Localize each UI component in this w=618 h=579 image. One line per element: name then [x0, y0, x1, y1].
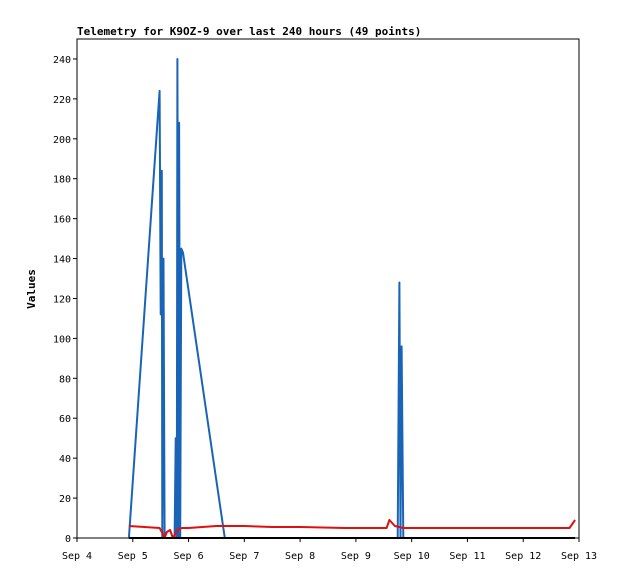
x-tick-label: Sep 7: [229, 551, 259, 562]
data-series: [127, 58, 576, 539]
plot-frame: [76, 38, 580, 539]
y-tick-label: 80: [59, 374, 71, 385]
x-tick-label: Sep 5: [118, 551, 148, 562]
y-tick-label: 200: [53, 135, 71, 146]
y-tick-label: 40: [59, 454, 71, 465]
x-tick-label: Sep 4: [62, 551, 92, 562]
y-tick-label: 140: [53, 255, 71, 266]
y-tick-label: 220: [53, 95, 71, 106]
x-tick-label: Sep 13: [561, 551, 597, 562]
series-line-2: [128, 519, 576, 539]
chart-title: Telemetry for K9OZ-9 over last 240 hours…: [77, 25, 421, 38]
y-tick-label: 60: [59, 414, 71, 425]
y-tick-label: 20: [59, 494, 71, 505]
y-tick-label: 160: [53, 215, 71, 226]
x-tick-label: Sep 11: [449, 551, 485, 562]
x-tick-label: Sep 10: [394, 551, 430, 562]
x-tick-label: Sep 6: [174, 551, 204, 562]
x-tick-label: Sep 8: [285, 551, 315, 562]
y-tick-label: 180: [53, 175, 71, 186]
y-tick-label: 0: [65, 534, 71, 545]
y-tick-label: 120: [53, 294, 71, 305]
y-tick-label: 240: [53, 55, 71, 66]
y-axis: 0 20 40 60 80 100 120 140 160 180 200 220 240: [53, 55, 77, 545]
x-axis: Sep 4 Sep 5 Sep 6 Sep 7 Sep 8 Sep 9 Sep 10 Sep …: [62, 538, 597, 562]
y-axis-label: Values: [25, 269, 38, 309]
x-tick-label: Sep 9: [341, 551, 371, 562]
y-tick-label: 100: [53, 334, 71, 345]
series-line-1: [127, 58, 405, 539]
x-tick-label: Sep 12: [505, 551, 541, 562]
